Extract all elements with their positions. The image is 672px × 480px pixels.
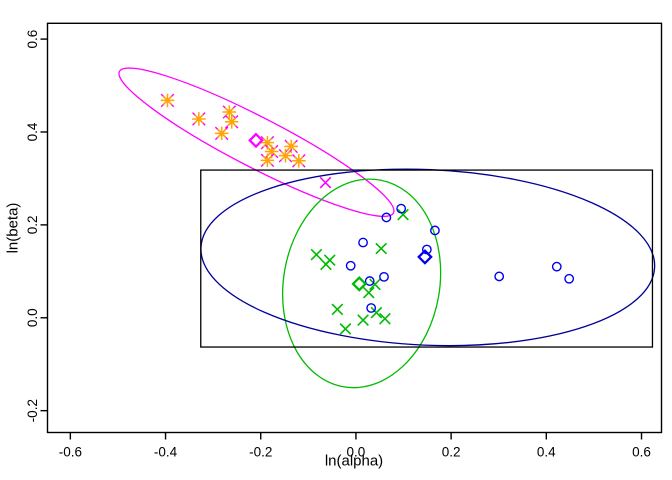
cluster-1-ellipse bbox=[118, 67, 395, 218]
y-axis-title: ln(beta) bbox=[4, 202, 22, 254]
cluster-2-ellipse bbox=[281, 178, 442, 389]
x-axis-tick-labels: -0.6 -0.4 -0.2 0.0 0.2 0.4 0.6 bbox=[59, 445, 651, 460]
svg-text:0.0: 0.0 bbox=[25, 308, 40, 327]
y-axis-ticks bbox=[40, 38, 48, 412]
selection-rectangle bbox=[200, 169, 654, 348]
cluster-3-ellipse bbox=[200, 168, 656, 347]
cluster-3-circles bbox=[345, 203, 575, 313]
x-axis-ticks bbox=[69, 432, 643, 440]
svg-text:0.2: 0.2 bbox=[442, 445, 461, 460]
plot-border bbox=[46, 22, 663, 434]
cluster-3-centroid bbox=[417, 249, 433, 265]
y-axis-tick-labels: -0.2 0.0 0.2 0.4 0.6 bbox=[25, 30, 40, 423]
cluster-2-centroid bbox=[351, 276, 368, 292]
cluster-1-asterisks bbox=[160, 93, 306, 168]
svg-text:-0.6: -0.6 bbox=[59, 445, 82, 460]
svg-text:-0.2: -0.2 bbox=[249, 445, 272, 460]
cluster-1-centroid bbox=[248, 132, 264, 149]
svg-text:0.4: 0.4 bbox=[537, 445, 556, 460]
cluster-1-extra-cross bbox=[319, 176, 332, 189]
svg-text:0.2: 0.2 bbox=[25, 215, 40, 234]
svg-text:-0.2: -0.2 bbox=[25, 399, 40, 422]
svg-text:0.6: 0.6 bbox=[25, 30, 40, 49]
cluster-2-crosses bbox=[310, 208, 409, 335]
svg-text:0.6: 0.6 bbox=[632, 445, 651, 460]
x-axis-title: ln(alpha) bbox=[324, 452, 384, 470]
svg-text:0.0: 0.0 bbox=[347, 445, 366, 460]
svg-text:-0.4: -0.4 bbox=[154, 445, 178, 460]
svg-text:0.4: 0.4 bbox=[25, 122, 40, 141]
